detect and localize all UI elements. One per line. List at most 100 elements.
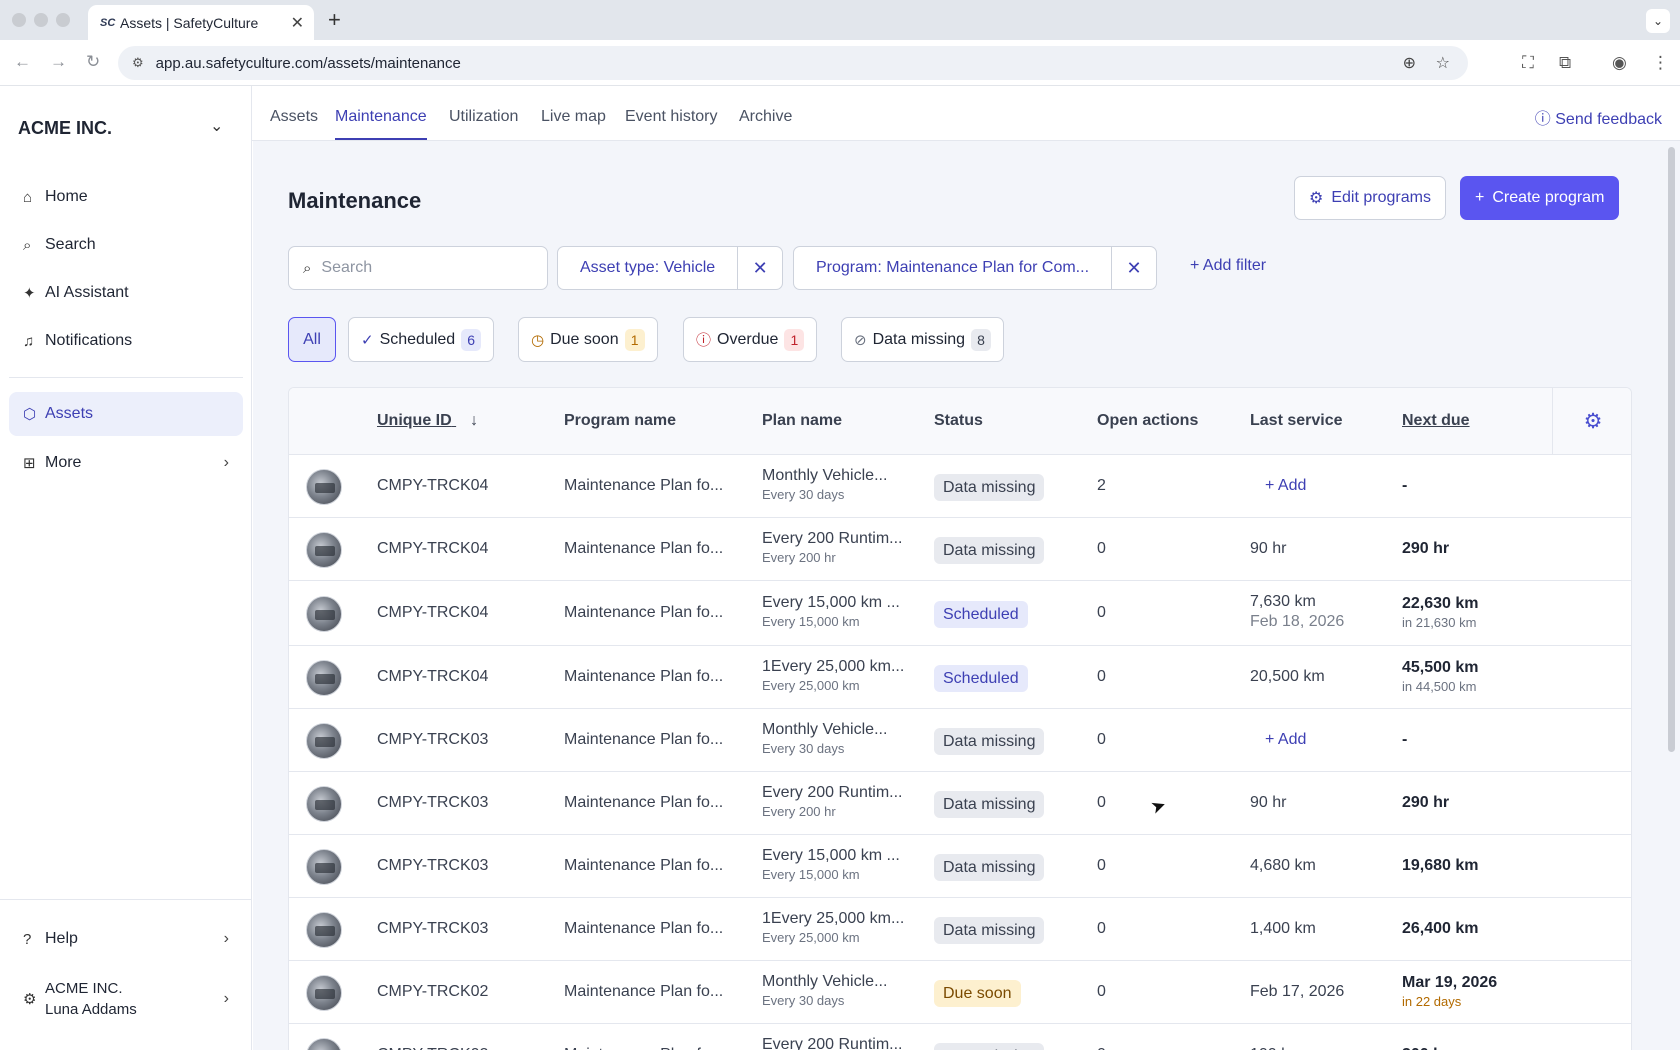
filter-chip-label[interactable]: Asset type: Vehicle bbox=[558, 247, 739, 289]
search-input[interactable] bbox=[321, 259, 522, 277]
send-feedback-link[interactable]: ⓘ Send feedback bbox=[1535, 105, 1662, 129]
filter-chip-program[interactable]: Program: Maintenance Plan for Com... ✕ bbox=[793, 246, 1158, 290]
remove-filter-icon[interactable]: ✕ bbox=[1126, 257, 1142, 278]
browser-menu-icon[interactable]: ⋮ bbox=[1652, 53, 1669, 72]
screenshot-icon[interactable]: ⛶ bbox=[1522, 53, 1534, 72]
unique-id-cell[interactable]: CMPY-TRCK03 bbox=[377, 731, 489, 748]
create-program-button[interactable]: + Create program bbox=[1460, 176, 1620, 220]
status-filter-data-missing[interactable]: ⊘ Data missing 8 bbox=[841, 317, 1005, 362]
tab-archive[interactable]: Archive bbox=[739, 108, 793, 125]
program-name-cell: Maintenance Plan fo... bbox=[564, 604, 724, 621]
add-service-button[interactable]: + Add bbox=[1265, 477, 1306, 495]
plan-name-cell: Every 200 Runtim... Every 200 hr bbox=[762, 530, 903, 565]
unique-id-cell[interactable]: CMPY-TRCK03 bbox=[377, 857, 489, 874]
unique-id-cell[interactable]: CMPY-TRCK04 bbox=[377, 477, 489, 494]
plan-interval-text: Every 25,000 km bbox=[762, 678, 860, 693]
search-icon: ⌕ bbox=[303, 259, 312, 277]
asset-thumbnail bbox=[306, 596, 342, 632]
plan-interval-text: Every 30 days bbox=[762, 487, 845, 502]
edit-programs-button[interactable]: ⚙ Edit programs bbox=[1294, 176, 1446, 220]
sidebar-item-assets[interactable]: ⬡ Assets bbox=[9, 392, 243, 436]
asset-thumbnail bbox=[306, 660, 342, 696]
tab-utilization[interactable]: Utilization bbox=[449, 108, 519, 125]
status-badge: Data missing bbox=[934, 728, 1045, 755]
add-filter-button[interactable]: + Add filter bbox=[1190, 257, 1266, 275]
tab-assets[interactable]: Assets bbox=[270, 108, 319, 125]
bookmark-star-icon[interactable]: ☆ bbox=[1435, 55, 1450, 72]
status-count-badge: 8 bbox=[971, 328, 992, 351]
filter-chip-asset-type[interactable]: Asset type: Vehicle ✕ bbox=[557, 246, 784, 290]
unique-id-cell[interactable]: CMPY-TRCK03 bbox=[377, 920, 489, 937]
forward-arrow-icon[interactable]: → bbox=[50, 52, 67, 71]
sidebar-item-search[interactable]: ⌕ Search bbox=[9, 223, 243, 267]
table-row[interactable]: CMPY-TRCK02 Maintenance Plan fo... Every 2… bbox=[289, 1024, 1631, 1050]
window-minimize-control[interactable] bbox=[34, 13, 48, 27]
status-filter-due-soon[interactable]: ◷ Due soon 1 bbox=[518, 317, 658, 362]
table-row[interactable]: CMPY-TRCK04 Maintenance Plan fo... Every 2… bbox=[289, 518, 1631, 581]
unique-id-cell[interactable]: CMPY-TRCK04 bbox=[377, 604, 489, 621]
account-menu[interactable]: ⚙ ACME INC. Luna Addams › bbox=[9, 974, 243, 1024]
unique-id-cell[interactable]: CMPY-TRCK04 bbox=[377, 540, 489, 557]
table-row[interactable]: CMPY-TRCK04 Maintenance Plan fo... Every 1… bbox=[289, 581, 1631, 646]
tab-event-history[interactable]: Event history bbox=[625, 108, 718, 125]
table-row[interactable]: CMPY-TRCK04 Maintenance Plan fo... 1Every … bbox=[289, 646, 1631, 709]
sidebar-item-ai-assistant[interactable]: ✦ AI Assistant bbox=[9, 271, 243, 315]
status-filter-scheduled[interactable]: ✓ Scheduled 6 bbox=[348, 317, 495, 362]
status-filter-label: Due soon bbox=[550, 330, 619, 348]
org-name[interactable]: ACME INC. bbox=[18, 118, 112, 138]
column-settings-gear-icon[interactable]: ⚙ bbox=[1552, 388, 1631, 455]
tab-live-map[interactable]: Live map bbox=[541, 108, 606, 125]
status-filter-overdue[interactable]: ⓘ Overdue 1 bbox=[683, 317, 818, 362]
window-zoom-control[interactable] bbox=[56, 13, 70, 27]
tab-list-chevron-icon[interactable]: ⌄ bbox=[1646, 9, 1670, 33]
org-switcher-chevron-icon[interactable]: ⌄ bbox=[210, 118, 224, 135]
sidebar-item-home[interactable]: ⌂ Home bbox=[9, 175, 243, 219]
column-header-next-due[interactable]: Next due bbox=[1402, 412, 1470, 429]
add-filter-label: Add filter bbox=[1202, 257, 1267, 274]
search-field[interactable]: ⌕ bbox=[288, 246, 548, 290]
add-service-label: Add bbox=[1277, 731, 1307, 748]
unique-id-cell[interactable]: CMPY-TRCK02 bbox=[377, 1046, 488, 1050]
column-header-unique-id[interactable]: Unique ID ↓ bbox=[377, 412, 478, 430]
sidebar-item-notifications[interactable]: ♫ Notifications bbox=[9, 319, 243, 363]
sidebar-item-more[interactable]: ⊞ More › bbox=[9, 441, 243, 485]
next-due-cell: - bbox=[1402, 477, 1408, 494]
plus-icon: + bbox=[1190, 257, 1203, 274]
table-row[interactable]: CMPY-TRCK03 Maintenance Plan fo... Monthly… bbox=[289, 709, 1631, 772]
reload-icon[interactable]: ↻ bbox=[86, 52, 101, 71]
program-name-cell: Maintenance Plan fo... bbox=[564, 794, 724, 811]
extensions-puzzle-icon[interactable]: ⧉ bbox=[1559, 53, 1572, 72]
unique-id-cell[interactable]: CMPY-TRCK02 bbox=[377, 983, 489, 1000]
new-tab-button[interactable]: + bbox=[328, 7, 341, 32]
status-filter-label: Data missing bbox=[872, 330, 966, 348]
profile-icon[interactable]: ◉ bbox=[1612, 53, 1627, 72]
browser-tab[interactable]: SC Assets | SafetyCulture ✕ bbox=[88, 5, 314, 40]
unique-id-cell[interactable]: CMPY-TRCK04 bbox=[377, 668, 489, 685]
table-row[interactable]: CMPY-TRCK03 Maintenance Plan fo... Every 2… bbox=[289, 772, 1631, 835]
sidebar-item-help[interactable]: ? Help › bbox=[9, 917, 243, 961]
add-service-button[interactable]: + Add bbox=[1265, 731, 1306, 749]
window-close-control[interactable] bbox=[12, 13, 26, 27]
site-settings-icon[interactable]: ⚙ bbox=[132, 55, 144, 70]
asset-thumbnail bbox=[306, 912, 342, 948]
feedback-icon: ⓘ bbox=[1534, 111, 1551, 128]
unique-id-cell[interactable]: CMPY-TRCK03 bbox=[377, 794, 489, 811]
tab-maintenance[interactable]: Maintenance bbox=[335, 108, 427, 140]
vertical-scrollbar[interactable] bbox=[1668, 147, 1675, 752]
table-row[interactable]: CMPY-TRCK03 Maintenance Plan fo... Every 1… bbox=[289, 835, 1631, 898]
close-tab-icon[interactable]: ✕ bbox=[290, 14, 304, 32]
filter-chip-label[interactable]: Program: Maintenance Plan for Com... bbox=[794, 247, 1113, 289]
status-filter-all[interactable]: All bbox=[288, 317, 336, 362]
zoom-icon[interactable]: ⊕ bbox=[1402, 55, 1416, 72]
url-field[interactable]: ⚙ app.au.safetyculture.com/assets/mainte… bbox=[118, 46, 1468, 80]
table-row[interactable]: CMPY-TRCK02 Maintenance Plan fo... Monthly… bbox=[289, 961, 1631, 1024]
asset-thumbnail bbox=[306, 1038, 342, 1050]
open-actions-cell: 2 bbox=[1097, 477, 1106, 494]
edit-programs-label: Edit programs bbox=[1331, 189, 1431, 206]
gear-icon: ⚙ bbox=[1309, 190, 1324, 207]
remove-filter-icon[interactable]: ✕ bbox=[752, 257, 768, 278]
chevron-right-icon: › bbox=[223, 990, 229, 1007]
back-arrow-icon[interactable]: ← bbox=[14, 52, 31, 71]
table-row[interactable]: CMPY-TRCK04 Maintenance Plan fo... Monthly… bbox=[289, 455, 1631, 518]
table-row[interactable]: CMPY-TRCK03 Maintenance Plan fo... 1Every … bbox=[289, 898, 1631, 961]
